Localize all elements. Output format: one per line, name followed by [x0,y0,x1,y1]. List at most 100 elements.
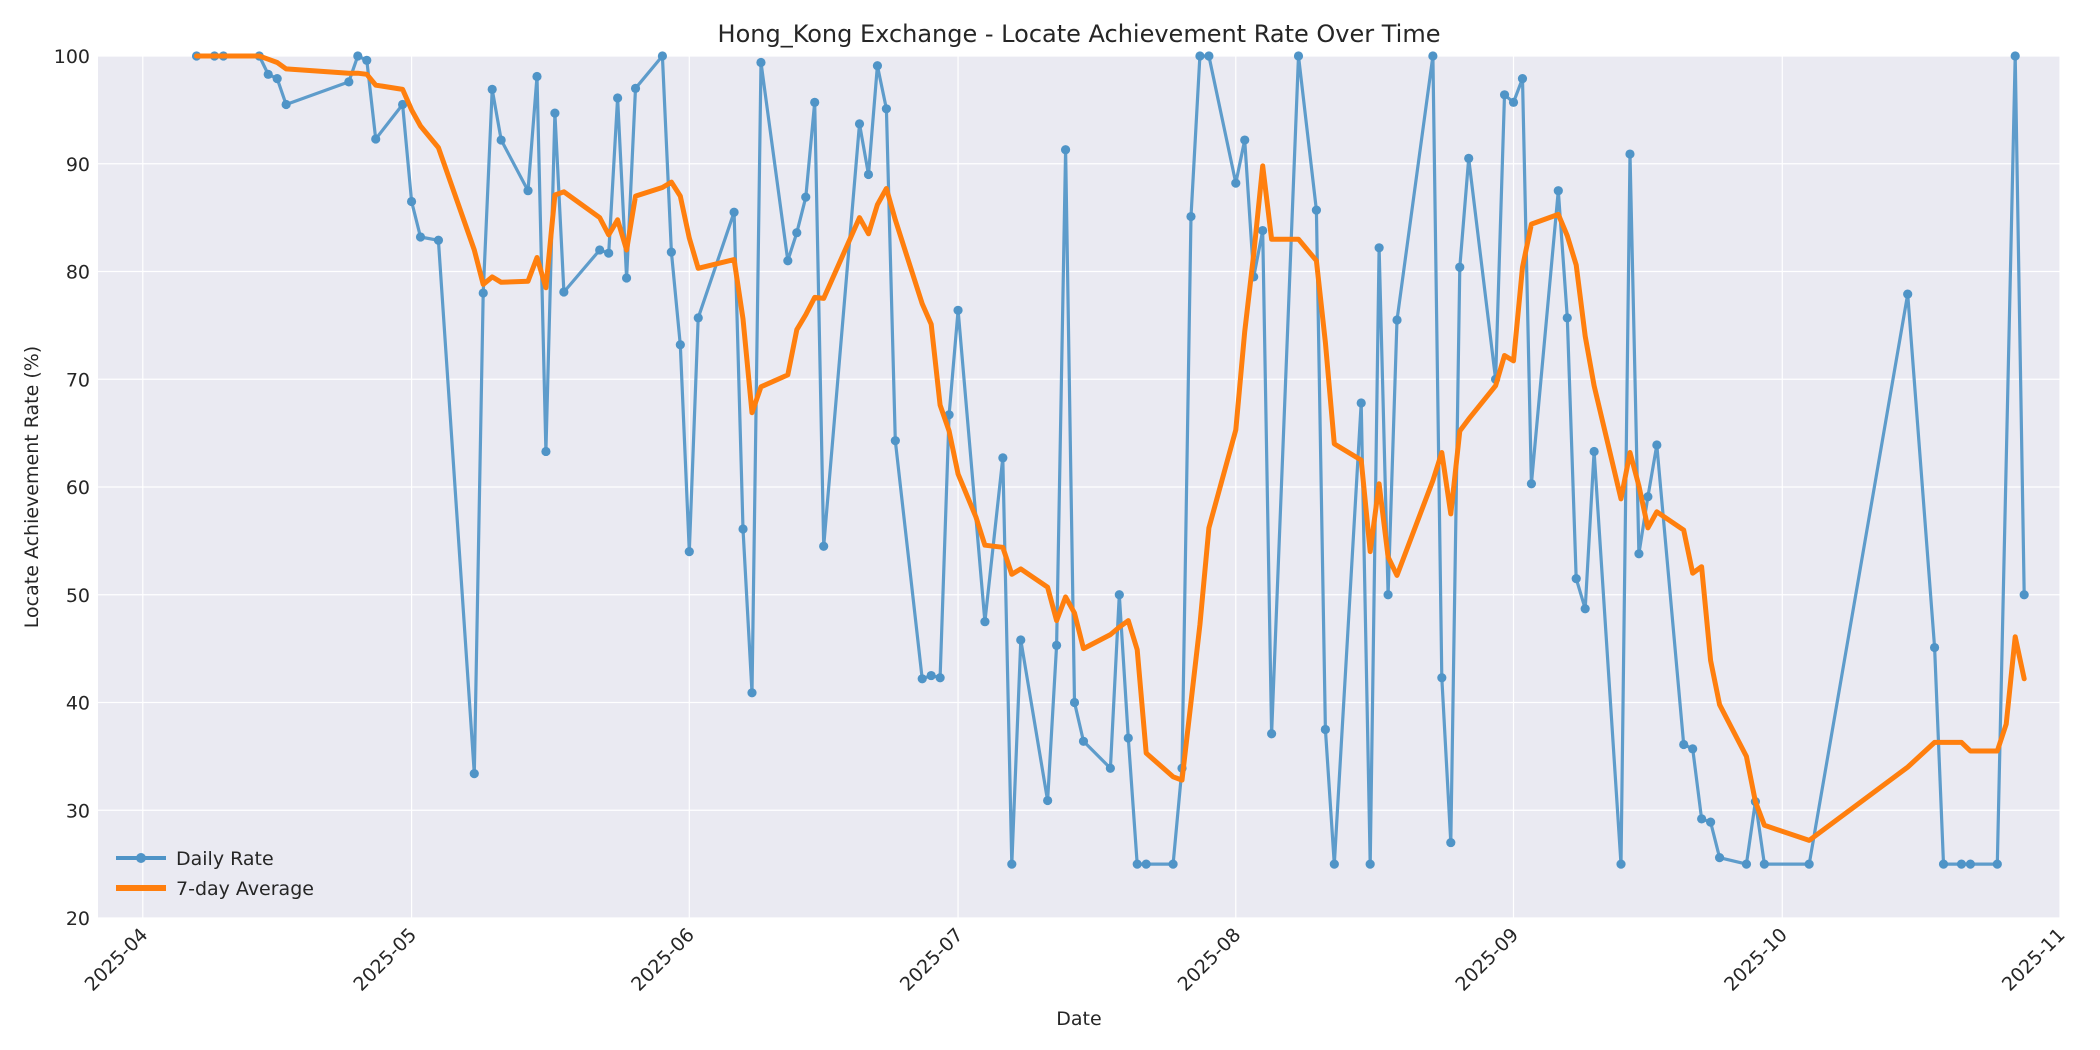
series-line-7-day-average [194,53,2027,843]
data-point-daily-rate [783,256,793,266]
data-point-daily-rate [1580,604,1590,614]
y-tick-label: 70 [66,369,90,391]
data-point-daily-rate [523,186,533,196]
data-point-daily-rate [263,69,273,79]
data-point-daily-rate [353,51,363,61]
y-tick-label: 60 [66,477,90,499]
data-point-daily-rate [478,288,488,298]
data-point-daily-rate [604,248,614,258]
legend-label-7-day-average: 7-day Average [176,878,314,900]
data-point-daily-rate [1195,51,1205,61]
data-point-daily-rate [881,104,891,114]
data-point-daily-rate [1204,51,1214,61]
legend-marker-daily-rate [136,853,146,863]
data-point-daily-rate [362,55,372,65]
data-point-daily-rate [1123,733,1133,743]
data-point-daily-rate [595,245,605,255]
data-point-daily-rate [1428,51,1438,61]
data-point-daily-rate [1903,289,1913,299]
data-point-daily-rate [1697,814,1707,824]
data-point-daily-rate [1258,225,1268,236]
data-point-daily-rate [398,99,408,110]
data-point-daily-rate [1168,859,1178,869]
data-point-daily-rate [684,547,694,557]
data-point-daily-rate [1589,446,1599,457]
chart-title: Hong_Kong Exchange - Locate Achievement … [718,20,1441,48]
data-point-daily-rate [1679,739,1689,750]
data-point-daily-rate [1938,859,1949,869]
data-point-daily-rate [1069,697,1080,708]
data-point-daily-rate [1383,590,1393,600]
data-point-daily-rate [1392,315,1402,325]
data-point-daily-rate [630,83,641,93]
data-point-daily-rate [819,541,829,551]
data-point-daily-rate [1007,859,1017,869]
data-point-daily-rate [863,169,874,180]
data-point-daily-rate [980,617,990,627]
data-point-daily-rate [1311,205,1322,215]
data-point-daily-rate [1526,479,1537,489]
y-ticks: 20 30 40 50 60 70 80 90 100 [54,46,90,930]
data-point-daily-rate [487,84,497,95]
data-point-daily-rate [1625,149,1635,159]
series-layer [191,51,2029,869]
data-point-daily-rate [415,232,426,242]
data-point-daily-rate [281,99,291,110]
data-point-daily-rate [1114,590,1124,600]
data-point-daily-rate [1965,859,1976,869]
data-point-daily-rate [1956,859,1967,869]
data-point-daily-rate [532,71,542,82]
data-point-daily-rate [1464,153,1474,163]
data-point-daily-rate [1499,90,1510,100]
data-point-daily-rate [1517,74,1528,84]
data-point-daily-rate [657,51,668,61]
data-point-daily-rate [917,674,927,684]
data-point-daily-rate [1616,859,1626,869]
data-point-daily-rate [1706,817,1716,827]
data-point-daily-rate [1714,853,1725,863]
data-point-daily-rate [747,688,757,698]
data-point-daily-rate [559,287,569,297]
data-point-daily-rate [1043,795,1053,806]
data-point-daily-rate [1320,724,1330,735]
data-point-daily-rate [926,670,936,681]
data-point-daily-rate [1634,549,1644,559]
data-point-daily-rate [272,74,282,84]
data-point-daily-rate [469,769,479,779]
y-tick-label: 90 [66,154,90,176]
data-point-daily-rate [1329,859,1339,869]
x-axis-label: Date [1056,1008,1101,1030]
data-point-daily-rate [1293,51,1304,61]
data-point-daily-rate [1240,135,1250,145]
data-point-daily-rate [1562,313,1572,323]
data-point-daily-rate [953,305,963,315]
data-point-daily-rate [693,313,703,323]
data-point-daily-rate [1186,211,1196,222]
data-point-daily-rate [1231,178,1241,188]
data-point-daily-rate [1992,859,2002,869]
legend-label-daily-rate: Daily Rate [176,848,274,870]
data-point-daily-rate [738,524,748,534]
data-point-daily-rate [1741,859,1752,869]
data-point-daily-rate [666,247,676,257]
data-point-daily-rate [1052,640,1062,650]
data-point-daily-rate [854,119,865,129]
data-point-daily-rate [675,340,685,350]
data-point-daily-rate [496,135,506,145]
data-point-daily-rate [1759,859,1769,869]
y-tick-label: 80 [66,262,90,284]
data-point-daily-rate [406,196,417,207]
data-point-daily-rate [792,228,802,238]
y-tick-label: 100 [54,46,90,68]
y-tick-label: 30 [66,800,90,822]
data-point-daily-rate [1365,859,1375,869]
data-point-daily-rate [1141,859,1151,869]
data-point-daily-rate [2019,590,2029,600]
data-point-daily-rate [998,453,1008,463]
data-point-daily-rate [433,235,444,245]
data-point-daily-rate [1652,440,1662,450]
data-point-daily-rate [1105,763,1115,773]
data-point-daily-rate [371,134,381,144]
data-point-daily-rate [613,93,623,103]
